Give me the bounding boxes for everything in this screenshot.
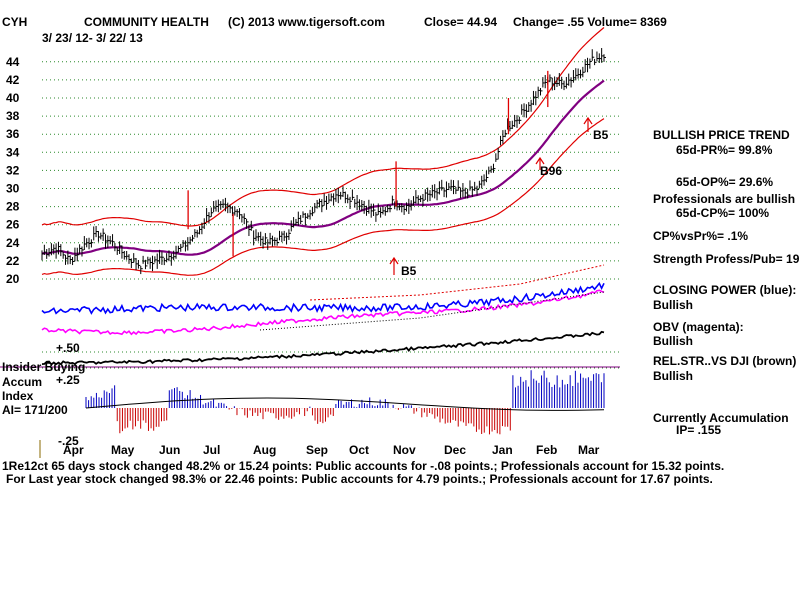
ip-stat: IP= .155 [676,423,722,437]
x-tick-label: Dec [444,443,466,457]
y-tick-label: 24 [6,236,20,250]
signal-arrowhead [535,156,545,165]
y-tick-label: 32 [6,163,20,177]
closing-power-value: Bullish [653,298,694,312]
close-price: Close= 44.94 [424,15,498,29]
y-tick-label: 36 [6,127,20,141]
accumulation-status: Currently Accumulation [653,411,789,425]
op-stat: 65d-OP%= 29.6% [676,175,774,189]
footer-line-2: For Last year stock changed 98.3% or 22.… [6,472,713,486]
copyright: (C) 2013 www.tigersoft.com [228,15,385,29]
cp-stat: 65d-CP%= 100% [676,206,770,220]
x-tick-label: Jul [203,443,220,457]
accumulation-index-bars [39,370,605,458]
accum-label: Accum [2,375,43,389]
y-tick-label: 26 [6,218,20,232]
ai-label: AI= 171/200 [2,403,68,417]
date-range: 3/ 23/ 12- 3/ 22/ 13 [42,31,143,45]
y-tick-label: 42 [6,73,20,87]
relstr-value: Bullish [653,369,694,383]
obv-line [41,289,605,336]
x-tick-label: Nov [393,443,416,457]
change-volume: Change= .55 Volume= 8369 [513,15,667,29]
x-axis-labels: Apr May Jun Jul Aug Sep Oct Nov Dec Jan Feb Mar [63,443,600,457]
company-name: COMMUNITY HEALTH [84,15,209,29]
x-tick-label: Jan [492,443,513,457]
y-tick-label: 34 [6,145,20,159]
accum-ma [85,397,605,411]
gridlines [0,61,620,369]
price-bars [41,48,606,275]
insider-label: Insider Buying [2,360,86,374]
x-tick-label: Apr [63,443,84,457]
trend-title: BULLISH PRICE TREND [653,128,790,142]
ticker-symbol: CYH [2,15,28,29]
signal-arrows: B5 B5 B96 [187,70,609,278]
signal-label: B5 [593,128,609,142]
index-label: Index [2,389,34,403]
y-tick-label: 40 [6,91,20,105]
y-tick-label: 22 [6,254,20,268]
closing-power-ma [309,264,605,301]
minus25-label: -.25 [58,434,79,448]
y-tick-label: 20 [6,272,20,286]
closing-power-series [41,281,605,315]
pr-stat: 65d-PR%= 99.8% [676,143,773,157]
plus50-label: +.50 [56,341,80,355]
closing-power-line [41,264,605,315]
closing-power-label: CLOSING POWER (blue): [653,283,797,297]
strength-stat: Strength Profess/Pub= 19 [653,252,800,266]
x-tick-label: Feb [536,443,557,457]
x-tick-label: Aug [253,443,276,457]
signal-arrowhead [389,256,399,265]
obv-value: Bullish [653,334,694,348]
x-tick-label: Jun [159,443,180,457]
y-tick-labels: 20 22 24 26 28 30 32 34 36 38 40 42 44 [6,55,20,286]
x-tick-label: May [111,443,135,457]
x-tick-label: Mar [578,443,600,457]
y-tick-label: 28 [6,200,20,214]
plus25-label: +.25 [56,373,80,387]
signal-label: B5 [401,264,417,278]
y-tick-label: 38 [6,109,20,123]
y-tick-label: 30 [6,182,20,196]
obv-label: OBV (magenta): [653,320,744,334]
upper-band-line [41,27,605,227]
upper-band [41,27,605,227]
obv-series [41,289,605,336]
x-tick-label: Oct [349,443,369,457]
y-tick-label: 44 [6,55,20,69]
cp-vs-pr-stat: CP%vsPr%= .1% [653,229,749,243]
rel-strength-line [41,330,605,366]
footer-line-1: 1Re12ct 65 days stock changed 48.2% or 1… [2,459,725,473]
moving-average-line [41,79,605,256]
x-tick-label: Sep [306,443,328,457]
relstr-label: REL.STR..VS DJI (brown) [653,354,797,368]
signal-label: B96 [540,164,562,178]
rel-strength-series [41,330,605,366]
moving-average [41,79,605,256]
signal-arrowhead [583,116,593,125]
professionals-status: Professionals are bullish [653,192,796,206]
